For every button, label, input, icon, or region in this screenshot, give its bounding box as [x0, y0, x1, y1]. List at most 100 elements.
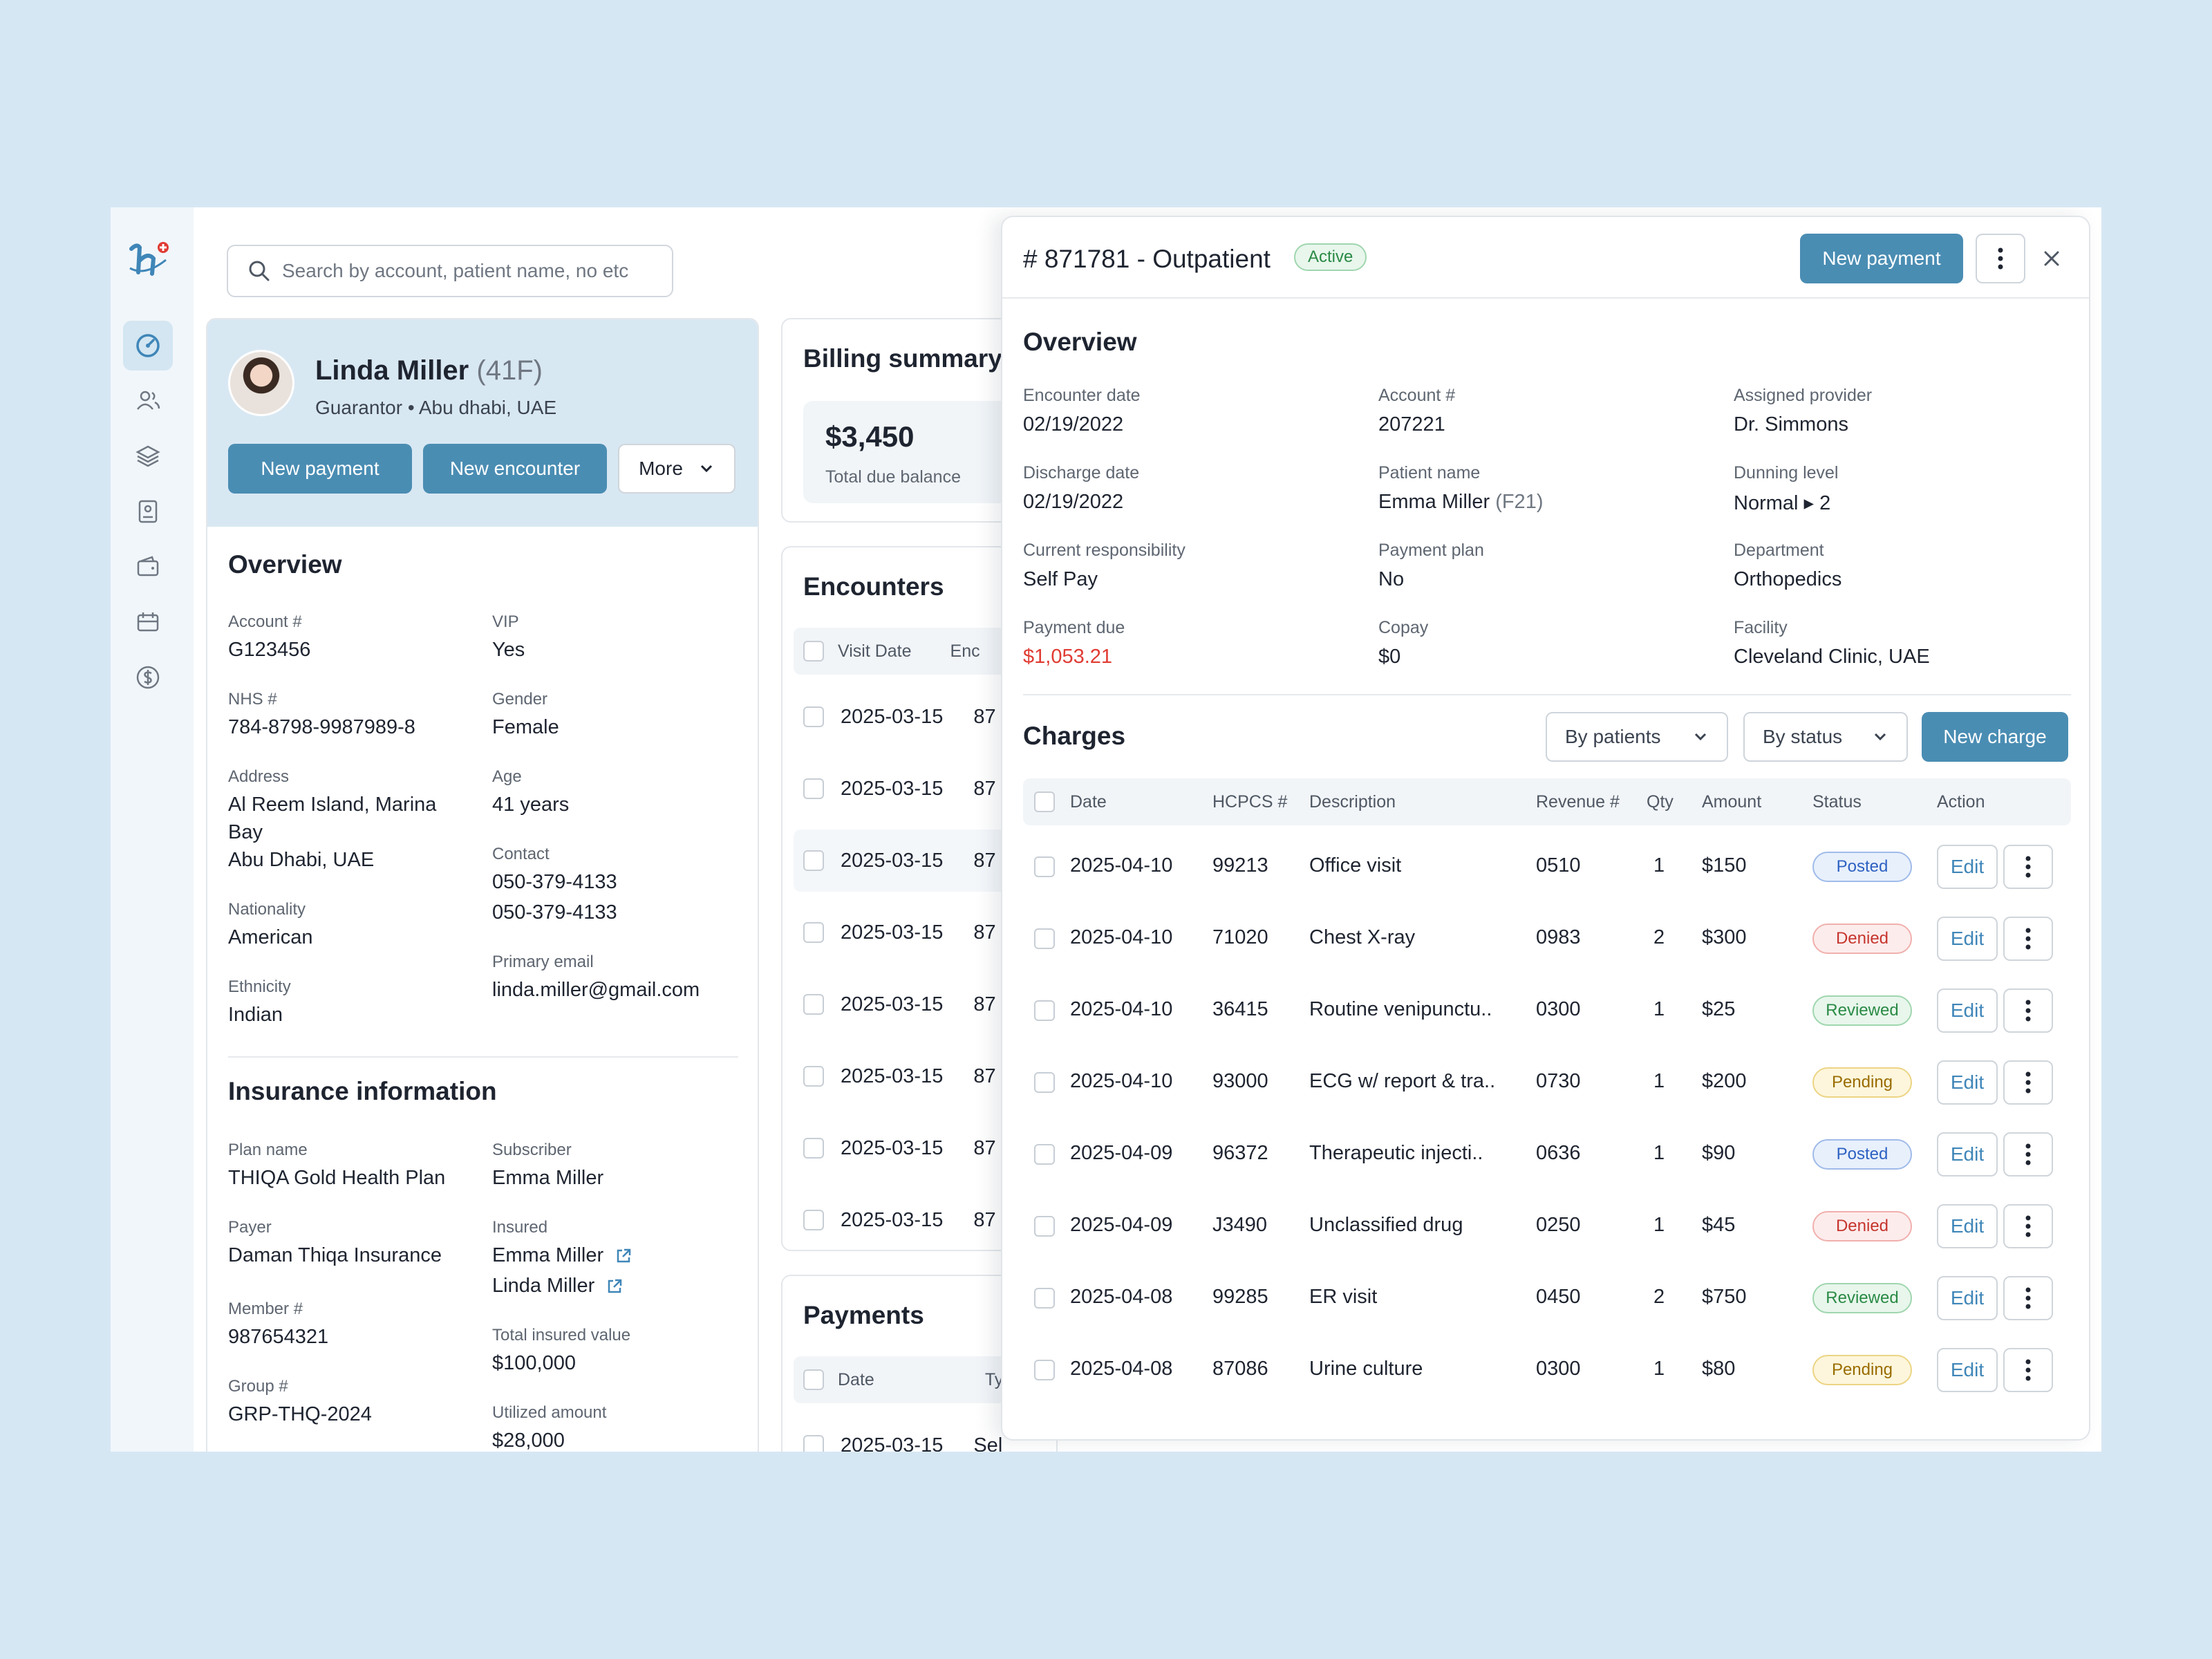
row-more-button[interactable] [2003, 1276, 2053, 1320]
new-payment-button[interactable]: New payment [228, 444, 412, 494]
encounter-row[interactable]: 2025-03-15 87 [794, 1189, 1056, 1250]
charge-amount: $80 [1702, 1358, 1736, 1380]
col-hcpcs: HCPCS # [1212, 792, 1288, 812]
close-button[interactable] [2038, 245, 2065, 272]
encounter-row[interactable]: 2025-03-15 87 [794, 686, 1056, 748]
by-status-dropdown[interactable]: By status [1743, 712, 1908, 762]
id-card-icon[interactable] [123, 487, 173, 536]
encounter-row[interactable]: 2025-03-15 87 [794, 758, 1056, 820]
row-more-button[interactable] [2003, 988, 2053, 1033]
row-more-button[interactable] [2003, 1204, 2053, 1248]
row-checkbox[interactable] [803, 994, 824, 1015]
row-more-button[interactable] [2003, 1132, 2053, 1177]
charge-description: Chest X-ray [1309, 926, 1416, 948]
responsibility-value: Self Pay [1023, 568, 1098, 590]
status-badge: Active [1294, 243, 1367, 271]
select-all-checkbox[interactable] [1034, 791, 1055, 812]
col-date: Date [838, 1369, 874, 1389]
dashboard-icon[interactable] [123, 321, 173, 371]
encounter-row[interactable]: 2025-03-15 87 [794, 1117, 1056, 1179]
users-icon[interactable] [123, 376, 173, 426]
by-patients-dropdown[interactable]: By patients [1546, 712, 1728, 762]
edit-button[interactable]: Edit [1937, 1204, 1998, 1248]
patient-card: Linda Miller (41F) Guarantor • Abu dhabi… [206, 318, 759, 1452]
charge-row[interactable]: 2025-04-10 93000 ECG w/ report & tra.. 0730… [1023, 1047, 2071, 1118]
layers-icon[interactable] [123, 431, 173, 481]
encounter-row[interactable]: 2025-03-15 87 [794, 901, 1056, 964]
department-value: Orthopedics [1734, 568, 1842, 590]
subscriber-value: Emma Miller [492, 1167, 604, 1189]
row-checkbox[interactable] [803, 706, 824, 727]
kebab-icon [2025, 1143, 2031, 1165]
new-charge-button[interactable]: New charge [1922, 712, 2068, 762]
edit-button[interactable]: Edit [1937, 1132, 1998, 1177]
payment-row[interactable]: 2025-03-15 Sel [794, 1414, 1056, 1452]
insured-link-2[interactable]: Linda Miller [492, 1275, 624, 1297]
charge-qty: 1 [1653, 998, 1665, 1020]
more-button[interactable]: More [618, 444, 735, 494]
row-checkbox[interactable] [803, 850, 824, 871]
row-checkbox[interactable] [803, 1138, 824, 1159]
app-logo [124, 234, 174, 287]
row-more-button[interactable] [2003, 1348, 2053, 1392]
charge-description: ECG w/ report & tra.. [1309, 1070, 1496, 1092]
charge-row[interactable]: 2025-04-10 99213 Office visit 0510 1 $150 Post… [1023, 831, 2071, 903]
by-patients-label: By patients [1565, 726, 1661, 747]
encounter-date: 2025-03-15 [841, 921, 944, 944]
search-input[interactable]: Search by account, patient name, no etc [227, 245, 673, 297]
edit-button[interactable]: Edit [1937, 1060, 1998, 1105]
ticket-icon[interactable] [123, 597, 173, 647]
edit-button[interactable]: Edit [1937, 917, 1998, 961]
encounter-row[interactable]: 2025-03-15 87 [794, 1045, 1056, 1107]
nationality-label: Nationality [228, 900, 306, 919]
row-more-button[interactable] [2003, 845, 2053, 889]
row-checkbox[interactable] [1034, 928, 1055, 949]
encounter-row[interactable]: 2025-03-15 87 [794, 830, 1056, 892]
charge-revenue: 0300 [1536, 998, 1581, 1020]
row-more-button[interactable] [2003, 1060, 2053, 1105]
charge-row[interactable]: 2025-04-08 99285 ER visit 0450 2 $750 Reviewed… [1023, 1262, 2071, 1334]
charge-row[interactable]: 2025-04-10 36415 Routine venipunctu.. 0300 1… [1023, 975, 2071, 1047]
charge-amount: $45 [1702, 1214, 1736, 1236]
row-checkbox[interactable] [803, 922, 824, 943]
row-checkbox[interactable] [1034, 1144, 1055, 1165]
row-checkbox[interactable] [1034, 1000, 1055, 1021]
row-checkbox[interactable] [1034, 1360, 1055, 1380]
row-checkbox[interactable] [1034, 1288, 1055, 1309]
payment-type: Sel [973, 1434, 1003, 1452]
insured-link-1[interactable]: Emma Miller [492, 1244, 632, 1267]
row-checkbox[interactable] [1034, 1072, 1055, 1093]
charge-row[interactable]: 2025-04-09 J3490 Unclassified drug 0250 1 $45… [1023, 1190, 2071, 1262]
encounter-date-label: Encounter date [1023, 386, 1141, 405]
chevron-down-icon [1874, 733, 1886, 741]
charge-row[interactable]: 2025-04-09 96372 Therapeutic injecti.. 0636… [1023, 1118, 2071, 1190]
encounter-number: 87 [973, 993, 996, 1015]
row-more-button[interactable] [2003, 917, 2053, 961]
row-checkbox[interactable] [803, 1210, 824, 1230]
responsibility-label: Current responsibility [1023, 541, 1185, 560]
charge-amount: $300 [1702, 926, 1747, 948]
edit-button[interactable]: Edit [1937, 1276, 1998, 1320]
select-all-checkbox[interactable] [803, 1369, 824, 1390]
new-encounter-button[interactable]: New encounter [423, 444, 607, 494]
row-checkbox[interactable] [803, 1066, 824, 1087]
dollar-icon[interactable] [123, 653, 173, 702]
panel-new-payment-button[interactable]: New payment [1800, 234, 1963, 283]
edit-button[interactable]: Edit [1937, 1348, 1998, 1392]
panel-more-button[interactable] [1976, 234, 2025, 283]
row-checkbox[interactable] [1034, 856, 1055, 877]
edit-button[interactable]: Edit [1937, 988, 1998, 1033]
charge-hcpcs: 36415 [1212, 998, 1268, 1020]
select-all-checkbox[interactable] [803, 641, 824, 662]
charge-row[interactable]: 2025-04-10 71020 Chest X-ray 0983 2 $300 Denie… [1023, 903, 2071, 975]
charge-row[interactable]: 2025-04-08 87086 Urine culture 0300 1 $80 Pend… [1023, 1334, 2071, 1406]
encounter-row[interactable]: 2025-03-15 87 [794, 973, 1056, 1035]
row-checkbox[interactable] [803, 778, 824, 799]
payment-due-label: Payment due [1023, 618, 1125, 637]
row-checkbox[interactable] [803, 1435, 824, 1452]
charge-hcpcs: 87086 [1212, 1358, 1268, 1380]
wallet-icon[interactable] [123, 542, 173, 592]
row-checkbox[interactable] [1034, 1216, 1055, 1237]
charge-qty: 1 [1653, 1070, 1665, 1092]
edit-button[interactable]: Edit [1937, 845, 1998, 889]
